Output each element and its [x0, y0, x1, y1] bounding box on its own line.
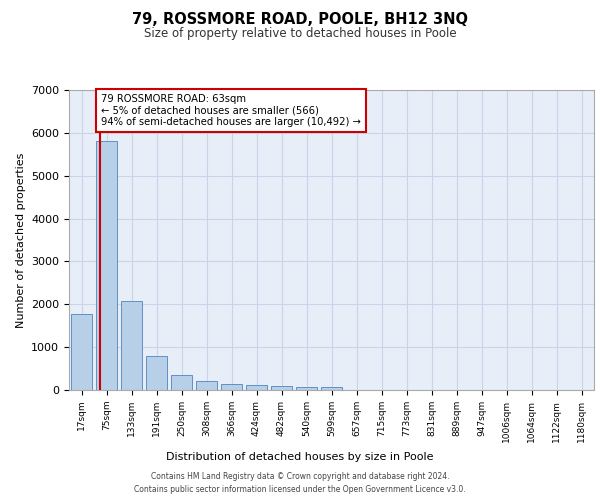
Bar — [296, 386, 317, 390]
Text: Distribution of detached houses by size in Poole: Distribution of detached houses by size … — [166, 452, 434, 462]
Bar — [96, 142, 117, 390]
Y-axis label: Number of detached properties: Number of detached properties — [16, 152, 26, 328]
Bar — [146, 356, 167, 390]
Bar — [246, 385, 267, 390]
Text: 79 ROSSMORE ROAD: 63sqm
← 5% of detached houses are smaller (566)
94% of semi-de: 79 ROSSMORE ROAD: 63sqm ← 5% of detached… — [101, 94, 361, 128]
Bar — [71, 314, 92, 390]
Text: Size of property relative to detached houses in Poole: Size of property relative to detached ho… — [143, 28, 457, 40]
Bar — [196, 382, 217, 390]
Text: 79, ROSSMORE ROAD, POOLE, BH12 3NQ: 79, ROSSMORE ROAD, POOLE, BH12 3NQ — [132, 12, 468, 28]
Bar — [321, 386, 342, 390]
Bar — [121, 301, 142, 390]
Bar — [171, 376, 192, 390]
Text: Contains HM Land Registry data © Crown copyright and database right 2024.
Contai: Contains HM Land Registry data © Crown c… — [134, 472, 466, 494]
Bar — [271, 386, 292, 390]
Bar — [221, 384, 242, 390]
